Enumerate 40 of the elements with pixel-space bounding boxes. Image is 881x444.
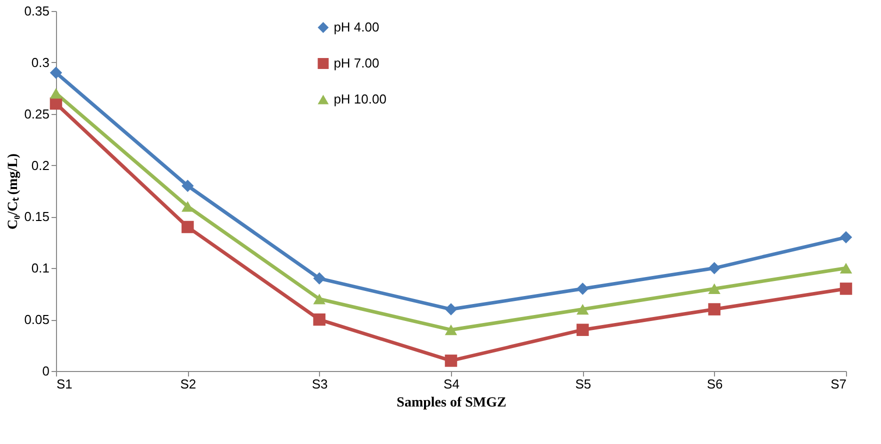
x-tick-label: S1 xyxy=(56,376,72,392)
point xyxy=(840,231,852,244)
x-axis-title: Samples of SMGZ xyxy=(396,396,506,410)
y-tick-label: 0.35 xyxy=(24,4,50,18)
point xyxy=(840,262,852,274)
point xyxy=(182,180,194,192)
point xyxy=(708,283,720,294)
x-tick-label: S4 xyxy=(444,376,460,392)
legend-label: pH 10.00 xyxy=(334,92,386,106)
y-tick-label: 0.15 xyxy=(24,209,50,224)
x-tick-label: S7 xyxy=(830,376,846,392)
y-tick-label: 0.05 xyxy=(24,312,50,328)
y-tick-label: 0.3 xyxy=(31,54,50,70)
point xyxy=(576,304,589,315)
y-tick-label: 0.2 xyxy=(31,158,50,173)
y-tick-label: 0 xyxy=(42,364,50,378)
x-tick-label: S2 xyxy=(180,376,196,392)
legend-label: pH 4.00 xyxy=(334,20,380,34)
point xyxy=(182,201,194,212)
point xyxy=(313,294,326,304)
legend-label: pH 7.00 xyxy=(334,56,380,70)
point xyxy=(182,220,194,234)
x-tick-label: S3 xyxy=(312,376,328,392)
x-tick-label: S6 xyxy=(706,376,723,392)
point xyxy=(444,324,458,336)
point xyxy=(576,282,589,295)
point xyxy=(50,66,62,79)
point xyxy=(313,313,326,326)
point xyxy=(840,282,852,295)
point xyxy=(444,303,458,316)
point xyxy=(50,88,62,99)
x-tick-label: S5 xyxy=(575,376,592,392)
point xyxy=(313,272,326,285)
point xyxy=(708,262,720,274)
point xyxy=(576,324,589,336)
point xyxy=(708,303,720,316)
y-tick-label: 0.1 xyxy=(31,260,50,276)
point xyxy=(444,354,458,367)
y-axis-title: C₀/Cₜ (mg/L) xyxy=(6,153,22,230)
y-tick-label: 0.25 xyxy=(24,106,50,122)
